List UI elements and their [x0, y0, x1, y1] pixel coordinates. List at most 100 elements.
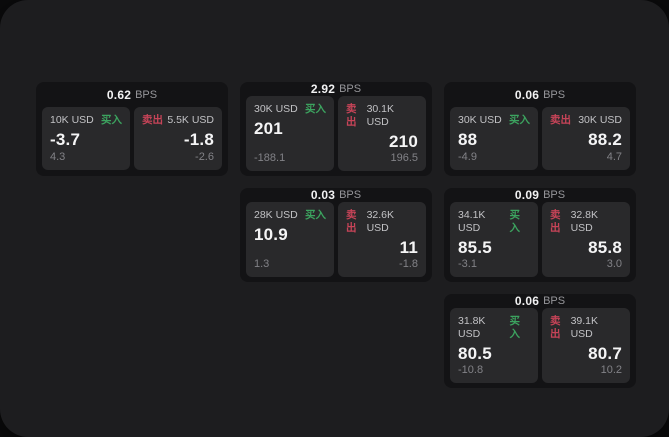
quote-card: 0.06 BPS 31.8K USD 买入 80.5 -10.8 卖出 39.1… — [444, 294, 636, 388]
tiles-row: 34.1K USD 买入 85.5 -3.1 卖出 32.8K USD 85.8… — [444, 202, 636, 283]
sell-delta: 10.2 — [600, 364, 622, 376]
sell-price: 80.7 — [588, 344, 622, 363]
buy-amount: 10K USD — [50, 114, 94, 126]
sell-label: 卖出 — [346, 103, 357, 128]
spread-header: 0.09 BPS — [444, 188, 636, 202]
quote-card: 0.62 BPS 10K USD 买入 -3.7 4.3 卖出 5.5K USD — [36, 82, 228, 176]
buy-price: 85.5 — [458, 238, 492, 257]
sell-price: 210 — [389, 132, 418, 151]
buy-tile[interactable]: 28K USD 买入 10.9 1.3 — [246, 202, 334, 277]
buy-tile[interactable]: 34.1K USD 买入 85.5 -3.1 — [450, 202, 538, 277]
spread-value: 0.09 — [514, 188, 540, 202]
buy-tile-top: 34.1K USD 买入 — [458, 209, 530, 235]
sell-price: 11 — [399, 238, 418, 257]
buy-tile[interactable]: 30K USD 买入 88 -4.9 — [450, 107, 538, 170]
spread-header: 2.92 BPS — [240, 82, 432, 96]
spread-header: 0.62 BPS — [36, 82, 228, 107]
sell-amount: 5.5K USD — [167, 114, 214, 126]
buy-tile-top: 30K USD 买入 — [254, 103, 326, 116]
buy-tile-top: 30K USD 买入 — [458, 114, 530, 127]
sell-label: 卖出 — [550, 114, 571, 126]
sell-delta: -1.8 — [399, 258, 418, 270]
buy-tile-top: 28K USD 买入 — [254, 209, 326, 222]
sell-price: 85.8 — [588, 238, 622, 257]
sell-delta: 3.0 — [606, 258, 622, 270]
buy-price: 10.9 — [254, 225, 288, 244]
spread-header: 0.06 BPS — [444, 82, 636, 107]
tiles-row: 10K USD 买入 -3.7 4.3 卖出 5.5K USD -1.8 -2.… — [36, 107, 228, 176]
spread-unit-label: BPS — [543, 295, 566, 307]
spread-value: 0.06 — [514, 87, 540, 102]
tiles-row: 30K USD 买入 88 -4.9 卖出 30K USD 88.2 4.7 — [444, 107, 636, 176]
buy-amount: 30K USD — [254, 103, 298, 115]
buy-amount: 30K USD — [458, 114, 502, 126]
spread-unit-label: BPS — [339, 83, 362, 95]
spread-header: 0.03 BPS — [240, 188, 432, 202]
sell-amount: 39.1K USD — [570, 315, 599, 340]
sell-tile[interactable]: 卖出 32.8K USD 85.8 3.0 — [542, 202, 630, 277]
buy-tile[interactable]: 31.8K USD 买入 80.5 -10.8 — [450, 308, 538, 383]
buy-label: 买入 — [509, 315, 520, 340]
sell-tile[interactable]: 卖出 39.1K USD 80.7 10.2 — [542, 308, 630, 383]
buy-delta: 4.3 — [50, 151, 66, 163]
sell-tile[interactable]: 卖出 32.6K USD 11 -1.8 — [338, 202, 426, 277]
buy-tile[interactable]: 30K USD 买入 201 -188.1 — [246, 96, 334, 171]
sell-amount: 30K USD — [578, 114, 622, 126]
sell-label: 卖出 — [550, 315, 561, 340]
sell-price: -1.8 — [183, 130, 214, 149]
sell-tile[interactable]: 卖出 30.1K USD 210 196.5 — [338, 96, 426, 171]
buy-label: 买入 — [509, 209, 520, 234]
sell-label: 卖出 — [142, 114, 163, 126]
buy-delta: -4.9 — [458, 151, 477, 163]
buy-tile[interactable]: 10K USD 买入 -3.7 4.3 — [42, 107, 130, 170]
buy-price: 88 — [458, 130, 478, 149]
spread-header: 0.06 BPS — [444, 294, 636, 308]
spread-unit-label: BPS — [135, 88, 158, 101]
sell-tile-top: 卖出 32.6K USD — [346, 209, 418, 235]
quote-cards-grid: 0.62 BPS 10K USD 买入 -3.7 4.3 卖出 5.5K USD — [36, 82, 636, 388]
sell-tile-top: 卖出 30.1K USD — [346, 103, 418, 129]
sell-tile-top: 卖出 32.8K USD — [550, 209, 622, 235]
spread-value: 0.62 — [106, 87, 132, 102]
sell-amount: 30.1K USD — [366, 103, 395, 128]
buy-amount: 31.8K USD — [458, 315, 486, 340]
buy-price: 80.5 — [458, 344, 492, 363]
buy-label: 买入 — [305, 209, 326, 221]
sell-delta: 196.5 — [390, 152, 418, 164]
buy-delta: -10.8 — [458, 364, 484, 376]
buy-amount: 28K USD — [254, 209, 298, 221]
tiles-row: 30K USD 买入 201 -188.1 卖出 30.1K USD 210 1… — [240, 96, 432, 177]
sell-tile[interactable]: 卖出 5.5K USD -1.8 -2.6 — [134, 107, 222, 170]
quote-card: 0.06 BPS 30K USD 买入 88 -4.9 卖出 30K USD — [444, 82, 636, 176]
sell-tile[interactable]: 卖出 30K USD 88.2 4.7 — [542, 107, 630, 170]
spread-value: 2.92 — [310, 82, 336, 96]
sell-tile-top: 卖出 30K USD — [550, 114, 622, 127]
spread-unit-label: BPS — [543, 189, 566, 201]
buy-tile-top: 10K USD 买入 — [50, 114, 122, 127]
buy-label: 买入 — [509, 114, 530, 126]
spread-unit-label: BPS — [339, 189, 362, 201]
sell-delta: 4.7 — [606, 151, 622, 163]
buy-label: 买入 — [305, 103, 326, 115]
quote-card: 0.09 BPS 34.1K USD 买入 85.5 -3.1 卖出 32.8K… — [444, 188, 636, 282]
spread-value: 0.03 — [310, 188, 336, 202]
buy-price: -3.7 — [50, 130, 81, 149]
sell-label: 卖出 — [550, 209, 561, 234]
buy-amount: 34.1K USD — [458, 209, 486, 234]
sell-tile-top: 卖出 39.1K USD — [550, 315, 622, 341]
buy-delta: -188.1 — [254, 152, 286, 164]
spread-unit-label: BPS — [543, 88, 566, 101]
sell-delta: -2.6 — [195, 151, 214, 163]
sell-amount: 32.8K USD — [570, 209, 599, 234]
spread-value: 0.06 — [514, 294, 540, 308]
tiles-row: 28K USD 买入 10.9 1.3 卖出 32.6K USD 11 -1.8 — [240, 202, 432, 283]
sell-amount: 32.6K USD — [366, 209, 395, 234]
buy-price: 201 — [254, 119, 283, 138]
sell-price: 88.2 — [588, 130, 622, 149]
sell-label: 卖出 — [346, 209, 357, 234]
quote-card: 0.03 BPS 28K USD 买入 10.9 1.3 卖出 32.6K US… — [240, 188, 432, 282]
quote-card: 2.92 BPS 30K USD 买入 201 -188.1 卖出 30.1K … — [240, 82, 432, 176]
tiles-row: 31.8K USD 买入 80.5 -10.8 卖出 39.1K USD 80.… — [444, 308, 636, 389]
sell-tile-top: 卖出 5.5K USD — [142, 114, 214, 127]
